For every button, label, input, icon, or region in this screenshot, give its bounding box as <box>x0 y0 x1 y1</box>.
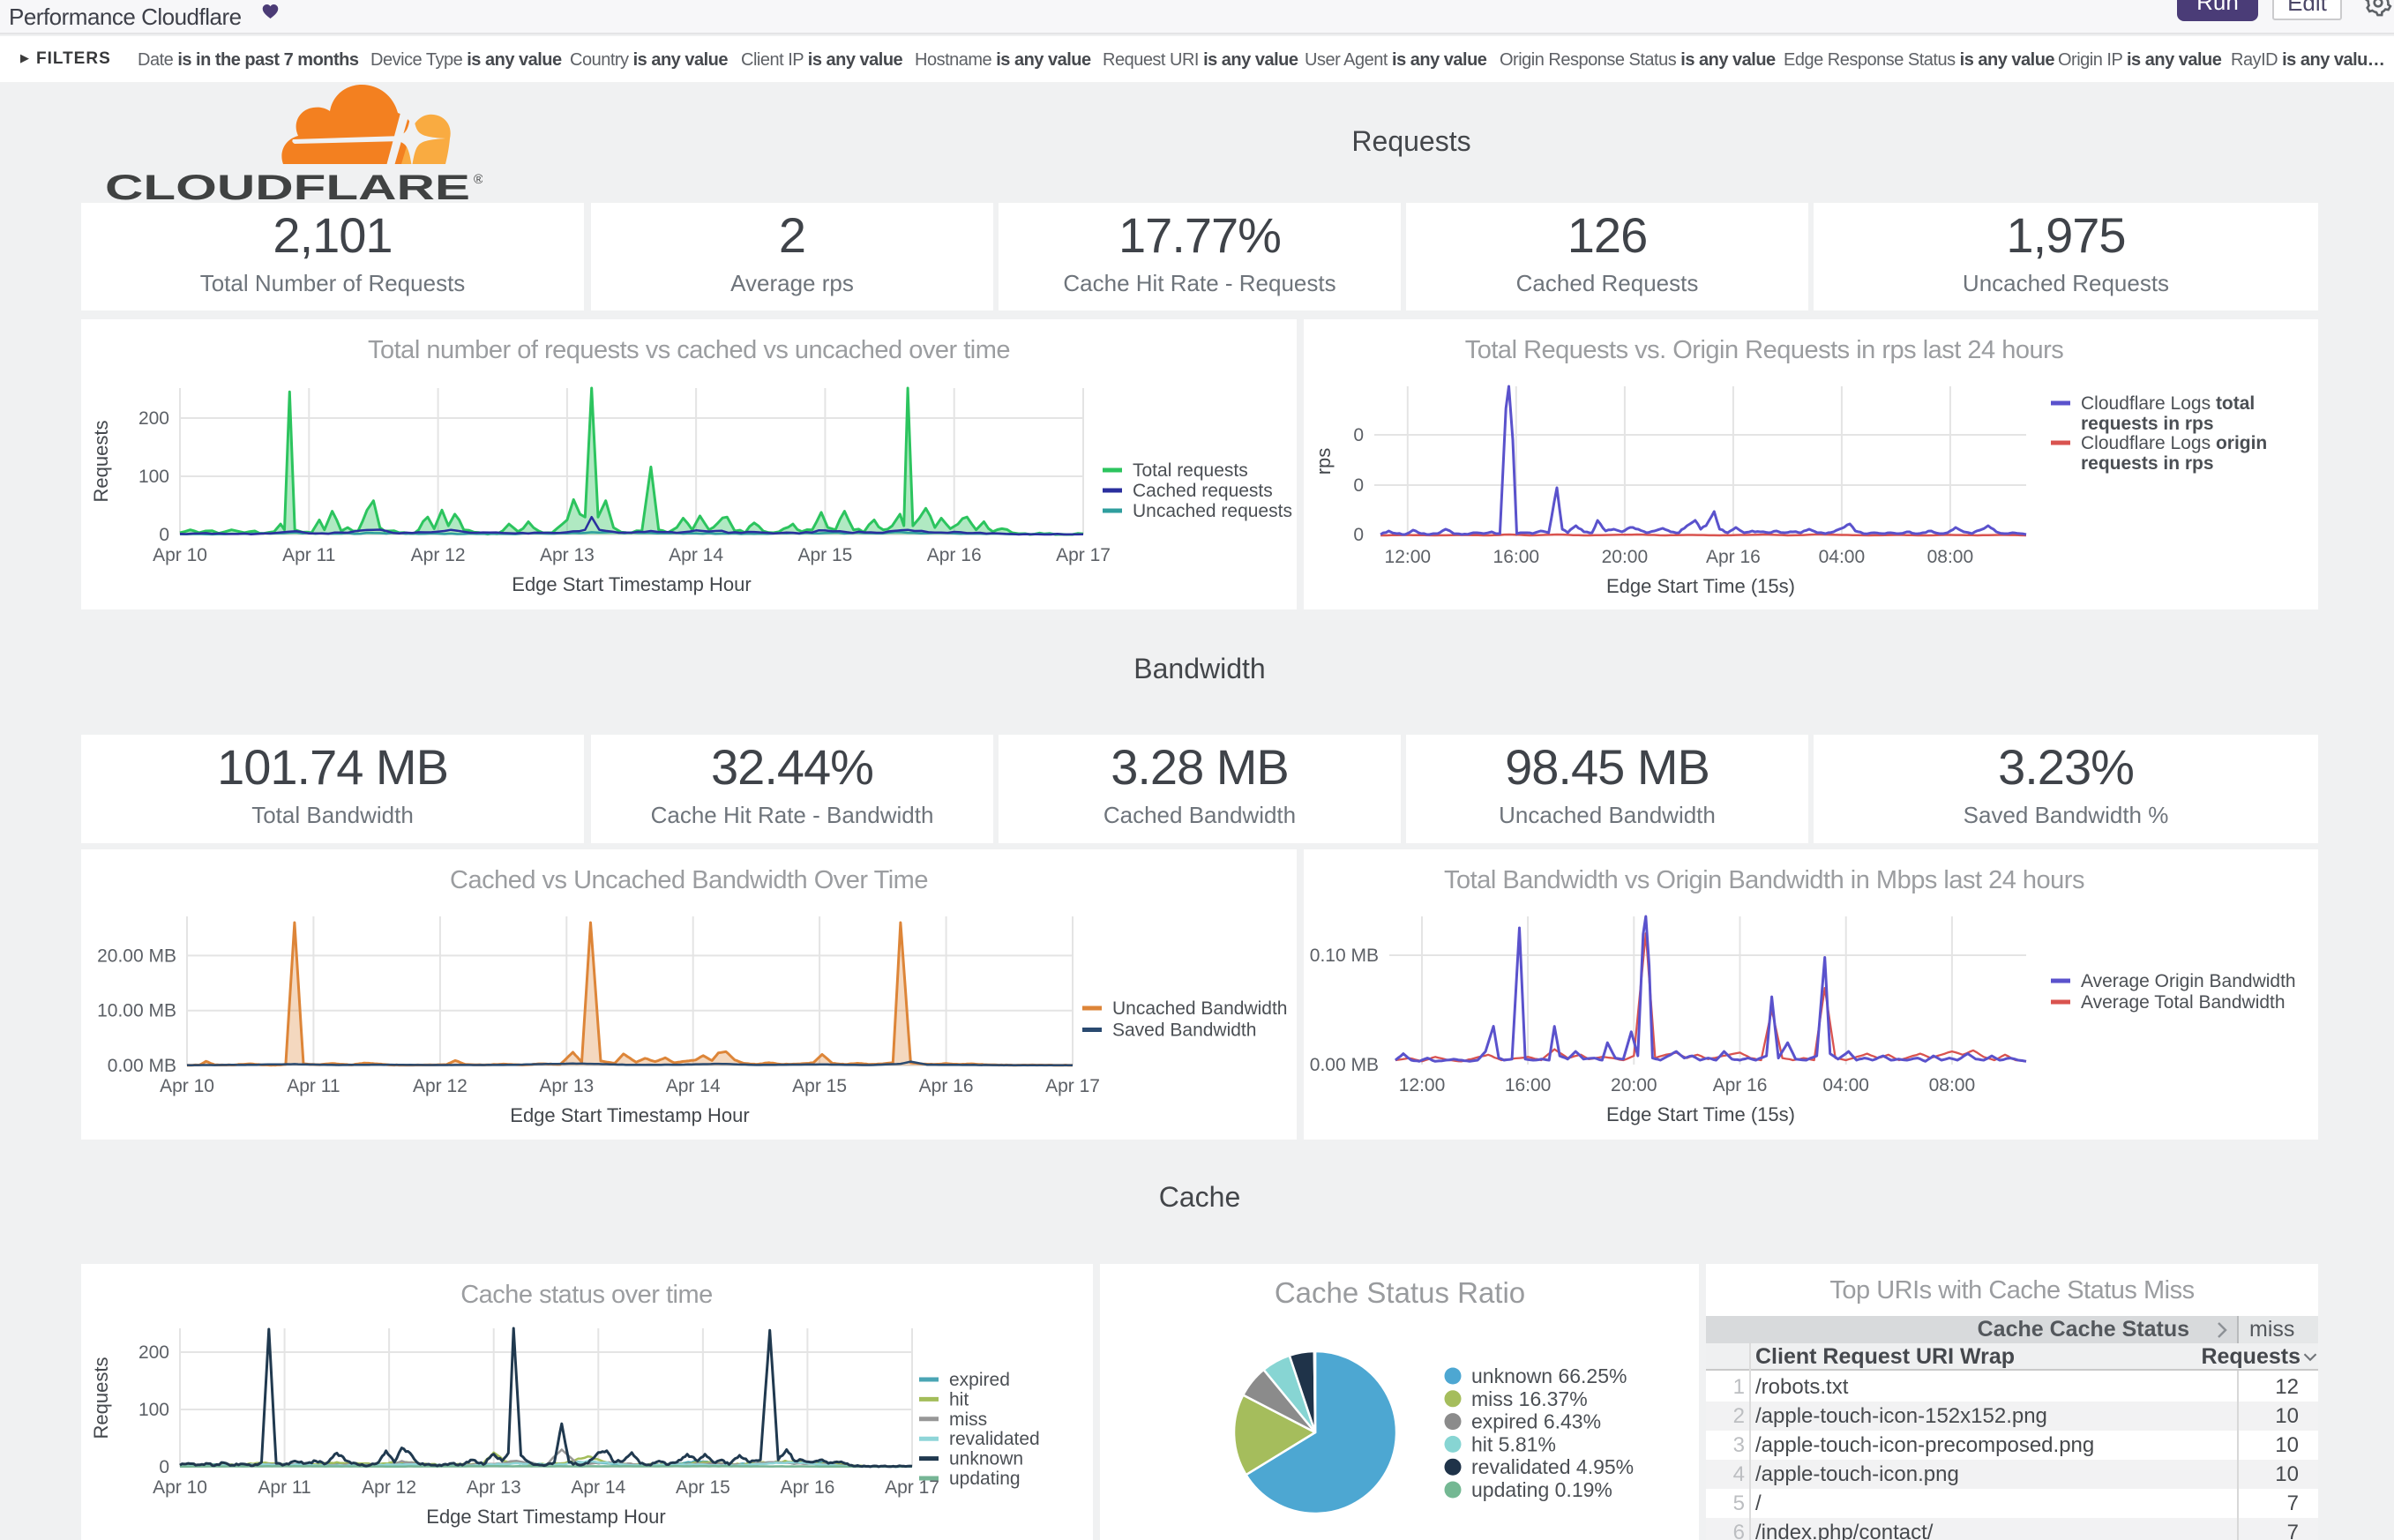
svg-text:revalidated: revalidated <box>949 1429 1040 1449</box>
svg-text:0.00 MB: 0.00 MB <box>1310 1055 1379 1075</box>
svg-text:revalidated 4.95%: revalidated 4.95% <box>1471 1455 1634 1478</box>
svg-text:16:00: 16:00 <box>1505 1075 1552 1095</box>
svg-text:20:00: 20:00 <box>1602 547 1649 567</box>
svg-text:20.00 MB: 20.00 MB <box>97 946 176 966</box>
svg-text:0.00 MB: 0.00 MB <box>108 1056 176 1076</box>
svg-text:Apr 14: Apr 14 <box>571 1477 625 1498</box>
svg-text:Apr 11: Apr 11 <box>287 1076 340 1096</box>
svg-text:200: 200 <box>138 1342 169 1363</box>
svg-text:20:00: 20:00 <box>1611 1075 1657 1095</box>
svg-text:miss: miss <box>949 1409 987 1430</box>
svg-text:Apr 10: Apr 10 <box>153 1477 207 1498</box>
svg-text:Uncached requests: Uncached requests <box>1133 501 1292 521</box>
svg-text:Total Bandwidth vs Origin Band: Total Bandwidth vs Origin Bandwidth in M… <box>1444 866 2084 894</box>
svg-text:Apr 16: Apr 16 <box>1706 547 1761 567</box>
svg-text:Apr 13: Apr 13 <box>540 545 595 565</box>
svg-text:®: ® <box>474 172 483 187</box>
svg-text:Total requests: Total requests <box>1133 460 1248 481</box>
svg-text:04:00: 04:00 <box>1822 1075 1869 1095</box>
svg-text:Apr 13: Apr 13 <box>539 1076 594 1096</box>
svg-text:Apr 15: Apr 15 <box>792 1076 847 1096</box>
svg-text:Requests: Requests <box>90 1357 112 1439</box>
svg-text:requests in rps: requests in rps <box>2081 453 2214 474</box>
svg-text:expired: expired <box>949 1370 1010 1390</box>
svg-text:rps: rps <box>1313 448 1335 475</box>
svg-text:hit: hit <box>949 1389 969 1409</box>
svg-text:Apr 16: Apr 16 <box>780 1477 834 1498</box>
svg-text:Apr 10: Apr 10 <box>160 1076 214 1096</box>
svg-text:200: 200 <box>138 408 169 429</box>
svg-text:Cloudflare Logs origin: Cloudflare Logs origin <box>2081 433 2267 453</box>
svg-text:updating 0.19%: updating 0.19% <box>1471 1478 1612 1501</box>
svg-text:0: 0 <box>159 1457 169 1477</box>
svg-text:12:00: 12:00 <box>1385 547 1432 567</box>
svg-text:0: 0 <box>159 525 169 545</box>
svg-text:Apr 16: Apr 16 <box>1713 1075 1768 1095</box>
svg-text:08:00: 08:00 <box>1927 547 1974 567</box>
svg-text:16:00: 16:00 <box>1493 547 1540 567</box>
svg-text:Apr 11: Apr 11 <box>282 545 335 565</box>
svg-text:0: 0 <box>1353 475 1364 496</box>
svg-text:Cloudflare Logs total: Cloudflare Logs total <box>2081 393 2255 414</box>
svg-text:Cached requests: Cached requests <box>1133 481 1273 501</box>
svg-text:Apr 10: Apr 10 <box>153 545 207 565</box>
svg-text:Apr 16: Apr 16 <box>927 545 982 565</box>
svg-text:Apr 15: Apr 15 <box>676 1477 730 1498</box>
svg-text:requests in rps: requests in rps <box>2081 414 2214 434</box>
svg-text:Apr 12: Apr 12 <box>413 1076 468 1096</box>
svg-text:12:00: 12:00 <box>1399 1075 1446 1095</box>
svg-text:Total number of requests vs ca: Total number of requests vs cached vs un… <box>368 336 1010 364</box>
svg-text:updating: updating <box>949 1469 1021 1489</box>
svg-text:Cached vs Uncached Bandwidth O: Cached vs Uncached Bandwidth Over Time <box>450 866 928 894</box>
svg-text:Total Requests vs. Origin Requ: Total Requests vs. Origin Requests in rp… <box>1465 336 2064 364</box>
svg-text:Apr 16: Apr 16 <box>919 1076 974 1096</box>
svg-text:Average Origin Bandwidth: Average Origin Bandwidth <box>2081 971 2296 991</box>
svg-text:Edge Start Timestamp Hour: Edge Start Timestamp Hour <box>512 573 751 595</box>
svg-text:Apr 15: Apr 15 <box>797 545 852 565</box>
svg-text:CLOUDFLARE: CLOUDFLARE <box>105 168 470 201</box>
svg-text:Apr 12: Apr 12 <box>411 545 466 565</box>
svg-text:Apr 12: Apr 12 <box>362 1477 416 1498</box>
svg-text:0: 0 <box>1353 525 1364 545</box>
svg-text:04:00: 04:00 <box>1819 547 1866 567</box>
svg-text:Uncached Bandwidth: Uncached Bandwidth <box>1112 998 1287 1019</box>
svg-text:Cache Status Ratio: Cache Status Ratio <box>1275 1276 1525 1309</box>
svg-text:Apr 14: Apr 14 <box>669 545 723 565</box>
svg-text:0: 0 <box>1353 425 1364 445</box>
svg-text:Cache status over time: Cache status over time <box>460 1281 713 1309</box>
svg-text:Apr 14: Apr 14 <box>666 1076 721 1096</box>
svg-text:Edge Start Timestamp Hour: Edge Start Timestamp Hour <box>510 1104 749 1126</box>
svg-text:Average Total Bandwidth: Average Total Bandwidth <box>2081 992 2286 1013</box>
svg-text:hit 5.81%: hit 5.81% <box>1471 1432 1556 1455</box>
svg-text:Apr 17: Apr 17 <box>885 1477 939 1498</box>
svg-text:0.10 MB: 0.10 MB <box>1310 946 1379 966</box>
svg-text:10.00 MB: 10.00 MB <box>97 1001 176 1021</box>
svg-text:unknown 66.25%: unknown 66.25% <box>1471 1364 1627 1387</box>
svg-text:Edge Start Timestamp Hour: Edge Start Timestamp Hour <box>426 1506 665 1528</box>
svg-text:Apr 17: Apr 17 <box>1056 545 1111 565</box>
svg-text:Apr 13: Apr 13 <box>467 1477 521 1498</box>
svg-text:expired 6.43%: expired 6.43% <box>1471 1410 1601 1433</box>
svg-text:Saved Bandwidth: Saved Bandwidth <box>1112 1020 1256 1041</box>
svg-text:Edge Start Time (15s): Edge Start Time (15s) <box>1606 575 1795 597</box>
svg-text:100: 100 <box>138 467 169 487</box>
svg-text:miss 16.37%: miss 16.37% <box>1471 1387 1588 1410</box>
svg-text:unknown: unknown <box>949 1449 1023 1469</box>
svg-text:Requests: Requests <box>90 421 112 503</box>
svg-text:08:00: 08:00 <box>1929 1075 1976 1095</box>
svg-text:Apr 17: Apr 17 <box>1045 1076 1100 1096</box>
svg-text:100: 100 <box>138 1400 169 1420</box>
svg-text:Edge Start Time (15s): Edge Start Time (15s) <box>1606 1103 1795 1125</box>
svg-text:Apr 11: Apr 11 <box>258 1477 310 1498</box>
